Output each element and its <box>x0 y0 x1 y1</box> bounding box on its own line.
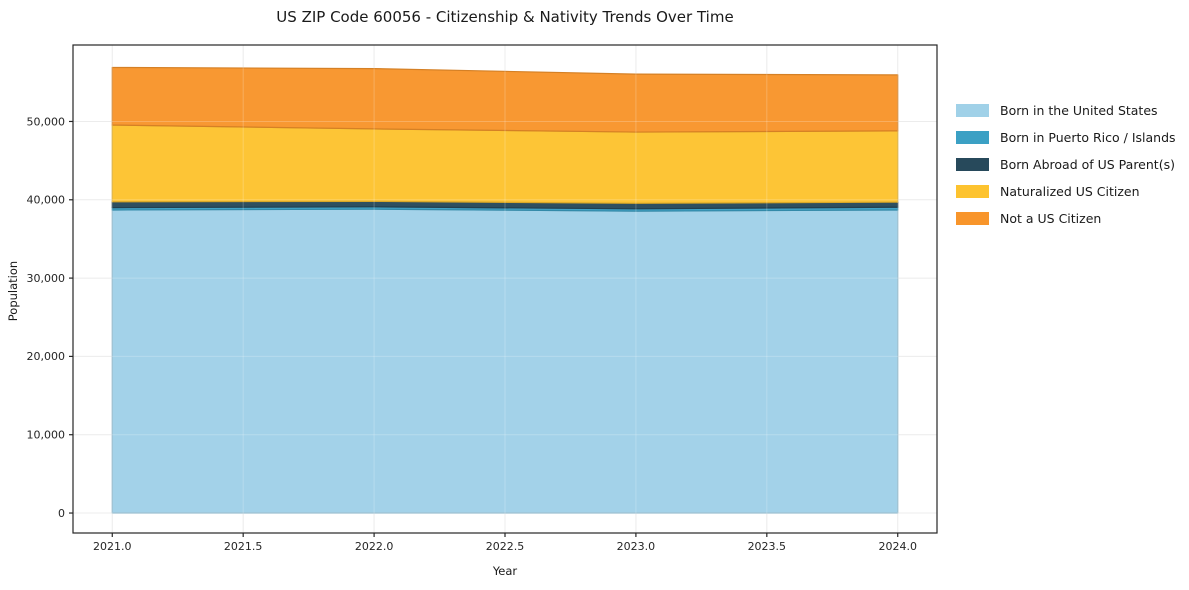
legend-label: Born in the United States <box>1000 102 1158 118</box>
y-tick-label: 50,000 <box>27 115 66 128</box>
y-tick-label: 0 <box>58 507 65 520</box>
x-tick-label: 2024.0 <box>878 540 917 553</box>
legend-item-born-abroad-of-us-parent-s: Born Abroad of US Parent(s) <box>956 155 1176 173</box>
legend-item-naturalized-us-citizen: Naturalized US Citizen <box>956 182 1176 200</box>
legend-swatch-icon <box>956 130 989 144</box>
legend-label: Born in Puerto Rico / Islands <box>1000 129 1176 145</box>
legend-item-not-a-us-citizen: Not a US Citizen <box>956 209 1176 227</box>
x-tick-label: 2021.5 <box>224 540 263 553</box>
y-tick-label: 40,000 <box>27 194 66 207</box>
y-axis-label: Population <box>6 260 20 322</box>
legend-item-born-in-puerto-rico-islands: Born in Puerto Rico / Islands <box>956 128 1176 146</box>
x-tick-label: 2023.5 <box>748 540 787 553</box>
x-axis-label: Year <box>492 564 518 578</box>
legend-label: Born Abroad of US Parent(s) <box>1000 156 1175 172</box>
legend-swatch-icon <box>956 157 989 171</box>
legend-label: Naturalized US Citizen <box>1000 183 1140 199</box>
legend: Born in the United States Born in Puerto … <box>956 101 1176 227</box>
y-tick-label: 20,000 <box>27 350 66 363</box>
y-tick-label: 10,000 <box>27 429 66 442</box>
legend-swatch-icon <box>956 211 989 225</box>
x-tick-label: 2022.5 <box>486 540 525 553</box>
x-tick-label: 2022.0 <box>355 540 394 553</box>
legend-swatch-icon <box>956 184 989 198</box>
chart-title: US ZIP Code 60056 - Citizenship & Nativi… <box>276 8 734 26</box>
legend-label: Not a US Citizen <box>1000 210 1102 226</box>
legend-item-born-in-the-united-states: Born in the United States <box>956 101 1176 119</box>
area-series-not-a-us-citizen <box>111 66 899 133</box>
y-tick-label: 30,000 <box>27 272 66 285</box>
legend-swatch-icon <box>956 103 989 117</box>
x-tick-label: 2021.0 <box>93 540 132 553</box>
x-tick-label: 2023.0 <box>617 540 656 553</box>
